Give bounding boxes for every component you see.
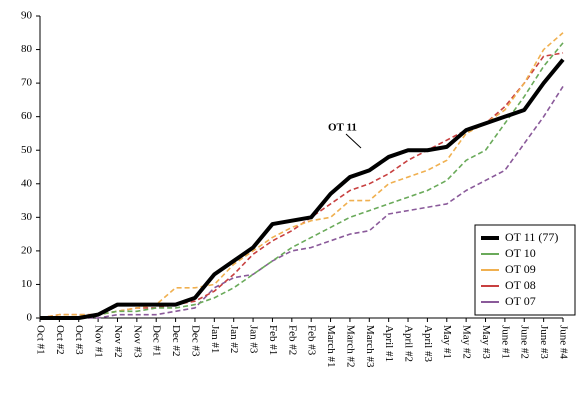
y-tick-label: 20 xyxy=(21,244,33,256)
x-tick-label: Nov #2 xyxy=(112,325,124,358)
y-tick-label: 70 xyxy=(21,77,33,89)
x-tick-label: May #3 xyxy=(480,325,492,359)
y-tick-label: 30 xyxy=(21,211,33,223)
x-tick-label: Jan #1 xyxy=(209,325,221,353)
x-tick-label: June #2 xyxy=(519,325,531,359)
x-tick-label: Dec #1 xyxy=(151,325,163,356)
x-tick-label: June #3 xyxy=(538,325,550,359)
x-tick-label: June #4 xyxy=(557,325,569,359)
y-tick-label: 0 xyxy=(27,312,33,324)
x-tick-label: Nov #3 xyxy=(131,325,143,358)
x-tick-label: Feb #3 xyxy=(306,325,318,356)
y-tick-label: 90 xyxy=(21,10,33,22)
x-tick-label: Oct #3 xyxy=(73,325,85,355)
x-tick-label: Jan #3 xyxy=(248,325,260,354)
series-line xyxy=(40,86,564,319)
x-tick-label: Oct #2 xyxy=(54,325,66,355)
x-tick-label: June #1 xyxy=(499,325,511,359)
y-tick-label: 60 xyxy=(21,110,33,122)
y-tick-label: 50 xyxy=(21,144,33,156)
annotation-arrow xyxy=(345,133,362,149)
x-tick-label: March #1 xyxy=(325,325,337,367)
y-tick-label: 40 xyxy=(21,177,33,189)
x-tick-label: Dec #3 xyxy=(189,325,201,357)
y-tick-label: 10 xyxy=(21,278,33,290)
legend-label: OT 07 xyxy=(505,294,536,308)
x-tick-label: May #1 xyxy=(441,325,453,359)
x-tick-label: April #3 xyxy=(422,325,434,362)
y-tick-label: 80 xyxy=(21,43,33,55)
x-tick-label: Dec #2 xyxy=(170,325,182,356)
x-tick-label: Nov #1 xyxy=(93,325,105,358)
annotation: OT 11 xyxy=(328,122,357,134)
x-tick-label: April #1 xyxy=(383,325,395,362)
legend-label: OT 08 xyxy=(505,278,536,292)
legend-label: OT 09 xyxy=(505,262,536,276)
series-line xyxy=(40,42,564,319)
x-tick-label: March #2 xyxy=(344,325,356,367)
series-line xyxy=(40,58,565,320)
x-tick-label: April #2 xyxy=(403,325,415,362)
legend-label: OT 11 (77) xyxy=(505,230,558,244)
x-tick-label: Feb #1 xyxy=(267,325,279,355)
x-tick-label: Jan #2 xyxy=(228,325,240,353)
x-tick-label: March #3 xyxy=(364,325,376,368)
legend-label: OT 10 xyxy=(505,246,536,260)
x-tick-label: Oct #1 xyxy=(34,325,46,355)
x-tick-label: Feb #2 xyxy=(286,325,298,355)
x-tick-label: May #2 xyxy=(461,325,473,359)
